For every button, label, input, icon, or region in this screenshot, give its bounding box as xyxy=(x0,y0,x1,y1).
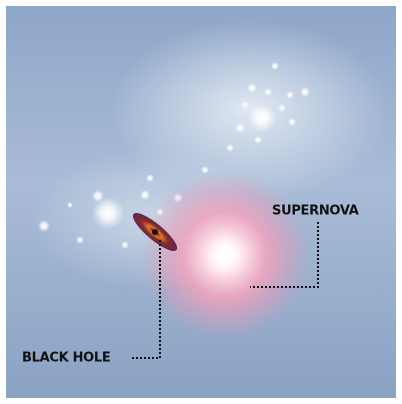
star xyxy=(247,83,257,93)
illustration: SUPERNOVA BLACK HOLE xyxy=(0,0,402,404)
star xyxy=(226,144,234,152)
star xyxy=(146,174,154,182)
black-hole-center xyxy=(152,229,158,235)
star xyxy=(235,123,245,133)
star xyxy=(241,101,249,109)
star xyxy=(248,104,276,132)
star xyxy=(140,190,150,200)
star xyxy=(38,220,50,232)
star xyxy=(286,91,294,99)
star xyxy=(271,62,279,70)
star xyxy=(67,202,73,208)
star xyxy=(300,87,310,97)
black-hole-label: BLACK HOLE xyxy=(22,351,111,366)
star xyxy=(254,136,262,144)
page: SUPERNOVA BLACK HOLE (() => { const data… xyxy=(0,0,402,404)
star xyxy=(76,236,84,244)
star xyxy=(278,104,286,112)
star xyxy=(264,88,272,96)
star xyxy=(121,241,129,249)
supernova-core xyxy=(207,237,243,273)
star xyxy=(92,190,104,202)
supernova-label: SUPERNOVA xyxy=(272,204,359,219)
star xyxy=(288,118,296,126)
